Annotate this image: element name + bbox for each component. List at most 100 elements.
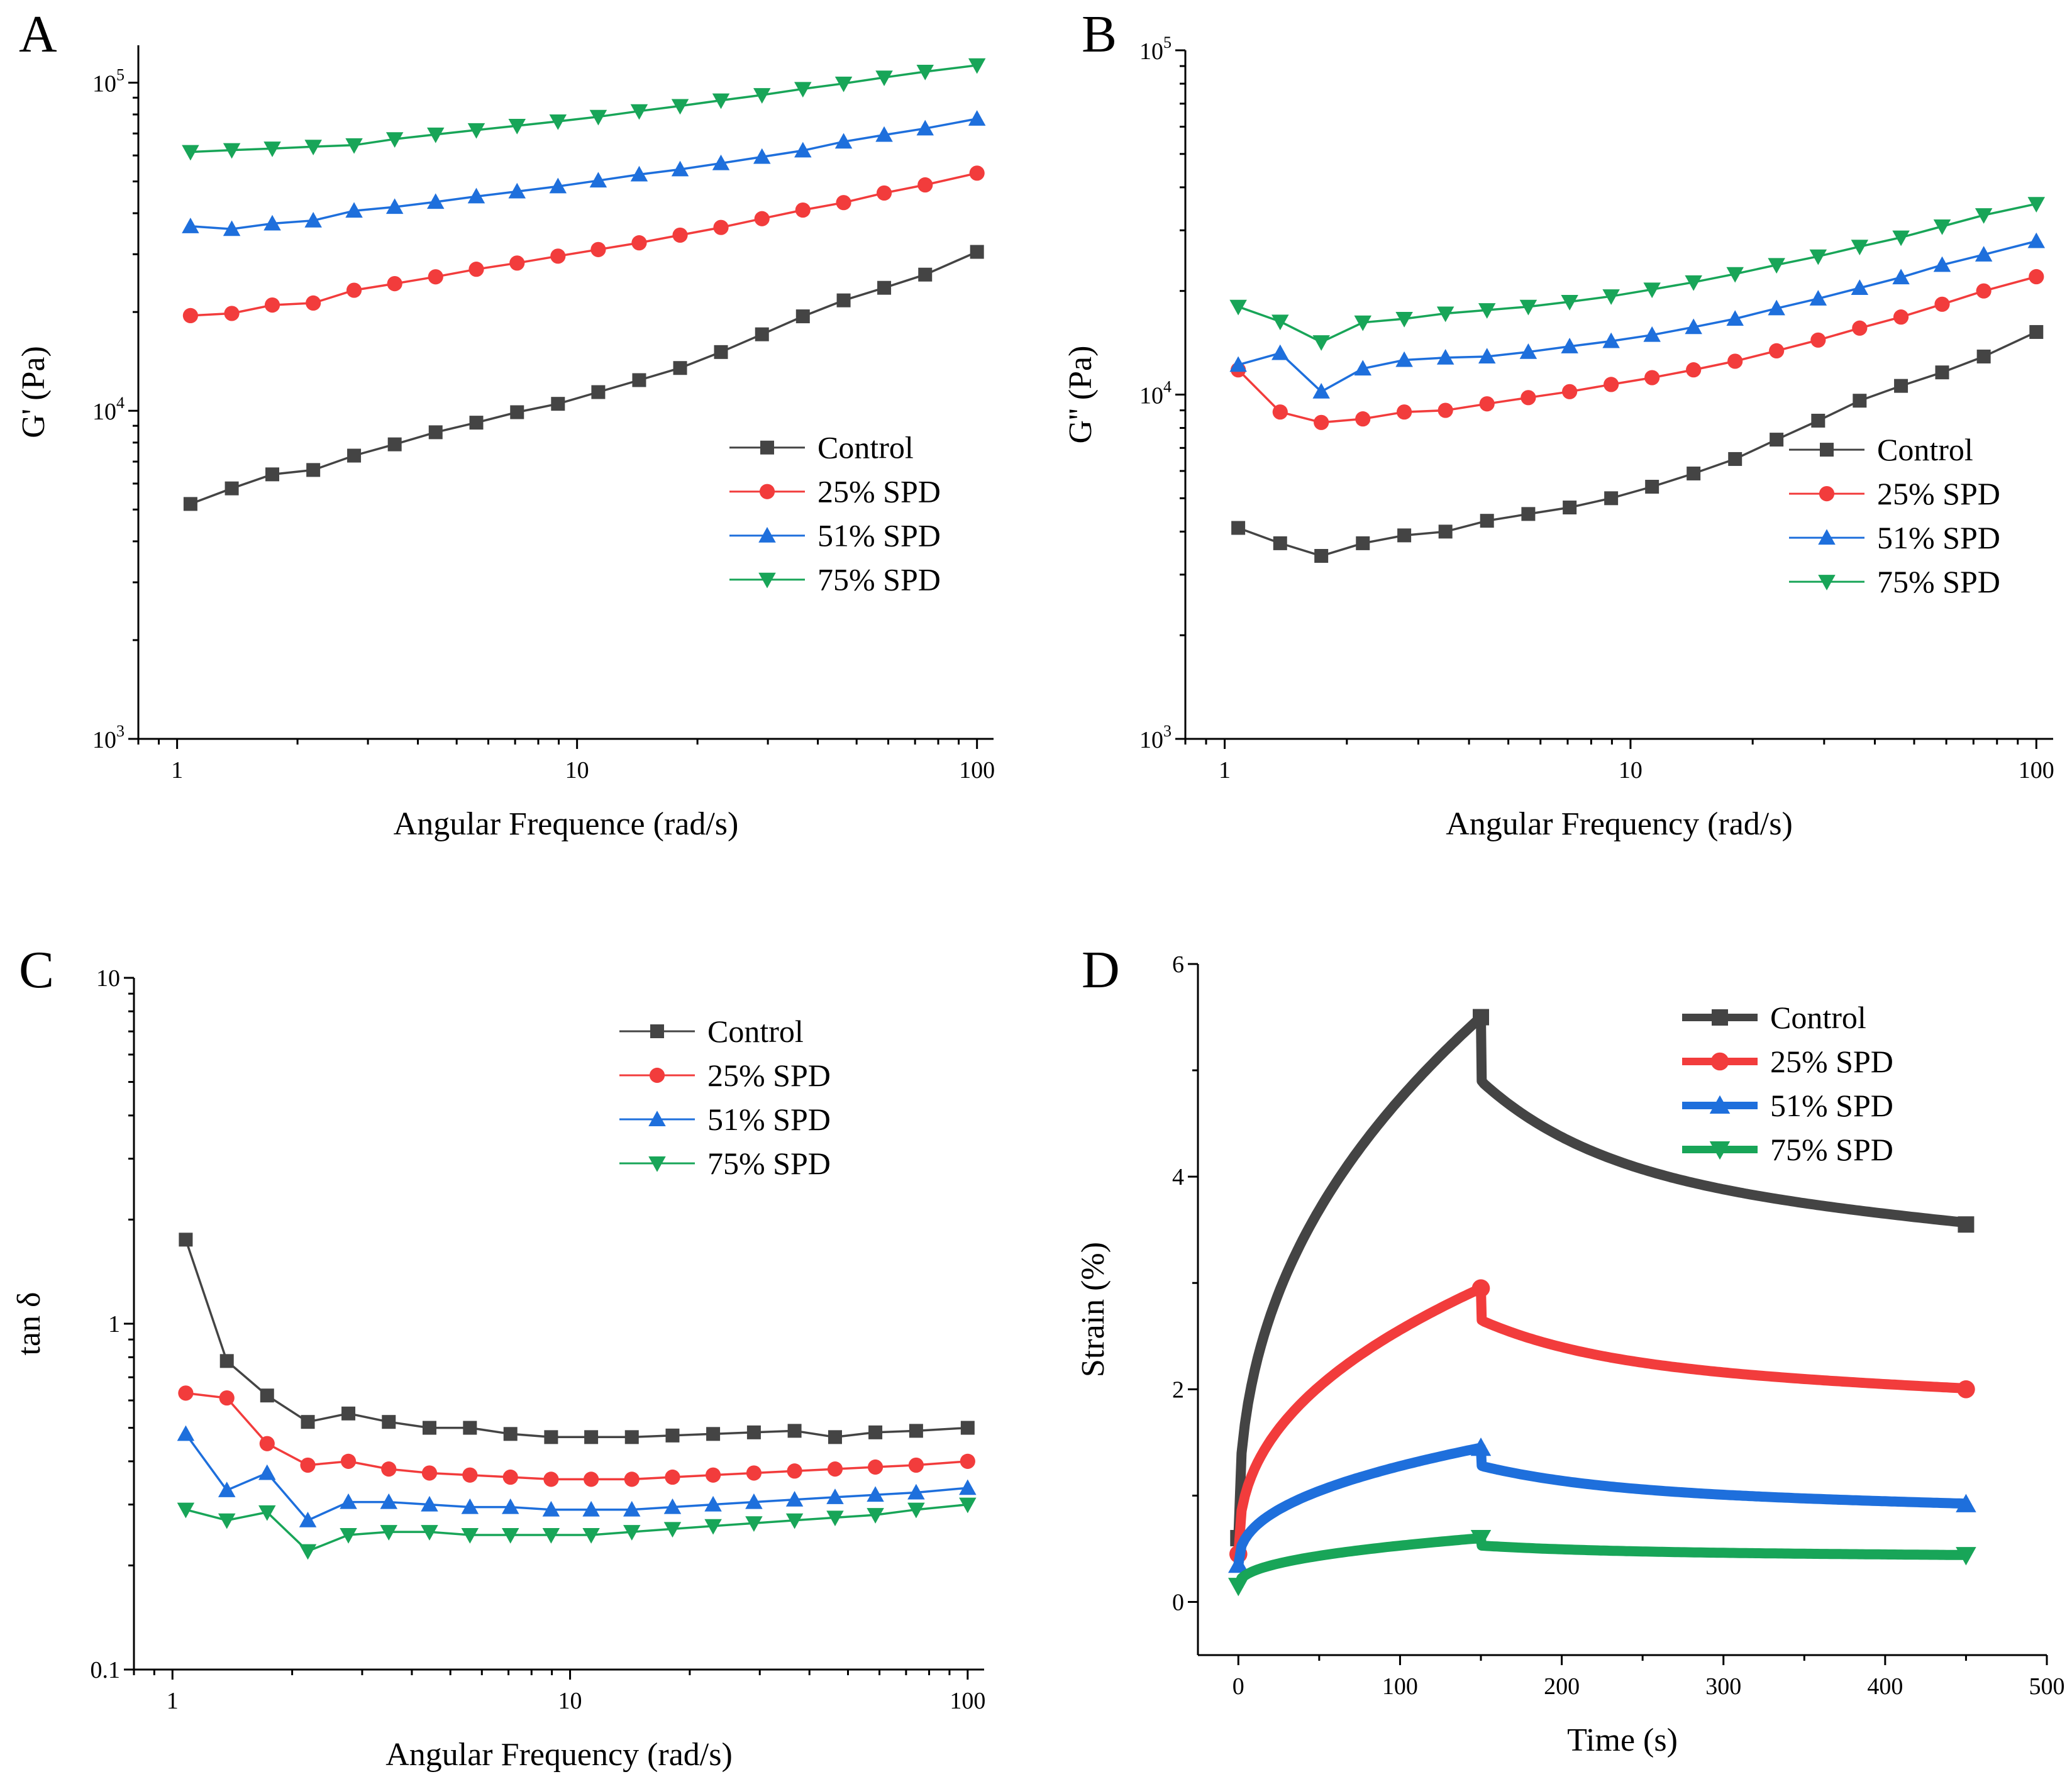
series-line [1233,1012,1968,1539]
data-point [959,1497,977,1514]
x-tick-label: 1 [171,757,183,784]
data-point [219,1390,235,1406]
data-point [827,1461,843,1477]
data-point [340,1493,357,1509]
legend-label: Control [707,1014,804,1049]
data-point [665,1428,680,1443]
data-point [714,345,728,359]
data-point [1769,343,1785,359]
data-point [795,309,810,324]
data-point [969,165,985,181]
y-tick-label: 104 [92,394,125,425]
data-point [968,58,986,74]
data-point [2027,232,2046,248]
data-point [544,1430,558,1444]
data-point [219,1354,234,1368]
data-point [182,307,198,323]
data-point [1395,351,1413,367]
y-tick-base: 10 [1139,38,1163,65]
data-point [258,1505,276,1521]
data-point [1726,310,1744,326]
y-tick-exponent: 4 [1163,378,1172,396]
data-point [672,227,688,243]
data-point [265,467,280,482]
legend-label: 25% SPD [707,1058,831,1093]
data-point [794,82,812,98]
y-tick-label: 105 [1139,33,1172,65]
data-point [1958,1216,1975,1233]
data-point [306,463,321,477]
data-point [1976,283,1992,299]
series-line [1233,1533,1968,1588]
data-point [705,1467,721,1483]
data-point [1436,306,1454,323]
legend-label: Control [817,430,914,465]
data-point [385,198,404,214]
data-point [1562,384,1578,399]
data-point [1604,491,1619,506]
series-51-spd [1228,1438,1976,1573]
data-point [630,104,648,120]
data-point [1561,338,1578,353]
data-point [826,1488,844,1504]
data-point [1811,413,1825,428]
legend-label: 25% SPD [817,474,941,509]
data-point [1935,365,1949,380]
data-point [428,269,443,285]
data-point [867,1486,884,1502]
data-point [745,1493,763,1509]
data-point [1892,269,1910,285]
data-point [306,295,321,311]
series-line [184,1239,968,1439]
data-point [299,1544,317,1560]
data-point [712,93,730,109]
data-point [1480,514,1494,528]
data-point [1436,349,1454,365]
data-point [1397,528,1412,543]
legend-label: 75% SPD [1770,1132,1893,1167]
data-point [508,118,526,135]
series-line [190,64,977,153]
legend-marker [1820,443,1834,457]
y-tick-label: 1 [108,1311,120,1338]
x-tick-label: 10 [1619,757,1643,784]
data-point [917,177,933,193]
data-point [1395,311,1413,328]
data-point [867,1508,884,1524]
y-tick-label: 6 [1172,951,1184,978]
legend-label: Control [1770,1000,1866,1035]
data-point [1228,1554,1249,1573]
y-tick-label: 105 [92,65,125,97]
legend-marker [1712,1009,1728,1026]
data-point [258,1464,276,1480]
series-75-spd [1228,1530,1976,1597]
data-point [1934,296,1950,312]
data-point [421,1495,438,1512]
data-point [671,99,689,115]
data-point [421,1465,438,1481]
series-line [1238,240,2037,393]
data-point [663,1522,682,1538]
data-point [916,119,934,136]
data-point [1685,318,1702,335]
x-tick-label: 100 [2019,757,2054,784]
y-tick-base: 10 [92,70,116,97]
data-point [1957,1380,1975,1399]
data-point [1521,390,1536,406]
data-point [787,1424,802,1438]
series-line [1237,275,2037,424]
data-point [836,293,851,307]
x-tick-label: 100 [959,757,995,784]
data-point [1893,309,1909,325]
series-51-spd [177,1425,977,1527]
data-point [624,1430,639,1444]
data-point [387,275,402,292]
data-point [1852,320,1868,336]
data-point [223,220,241,236]
data-point [671,160,689,177]
y-tick-exponent: 5 [1163,33,1172,52]
data-point [1851,240,1869,255]
data-point [218,1482,236,1497]
data-point [673,361,687,375]
